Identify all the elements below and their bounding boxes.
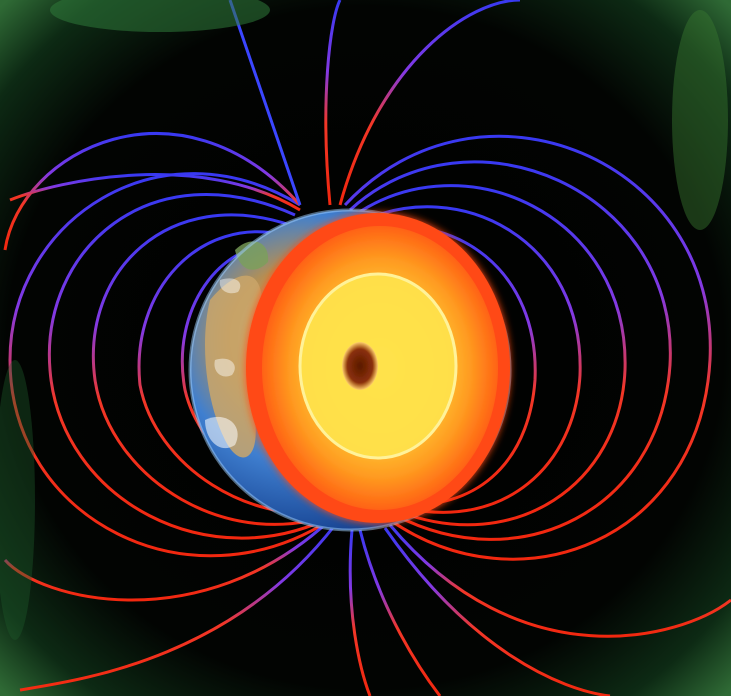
foliage-left bbox=[0, 360, 35, 640]
cloud bbox=[205, 416, 238, 449]
atmosphere-rim bbox=[188, 208, 512, 532]
foliage-top bbox=[50, 0, 270, 32]
africa-landmass bbox=[205, 275, 263, 458]
north-field-line bbox=[228, 0, 302, 206]
earth-cutaway bbox=[246, 213, 510, 523]
inner-core bbox=[342, 342, 378, 390]
field-lines-right bbox=[324, 0, 731, 696]
field-lines-left bbox=[3, 132, 351, 692]
europe-landmass bbox=[235, 241, 269, 270]
foliage-right bbox=[672, 10, 728, 230]
cloud bbox=[214, 358, 235, 377]
cloud bbox=[219, 278, 241, 294]
